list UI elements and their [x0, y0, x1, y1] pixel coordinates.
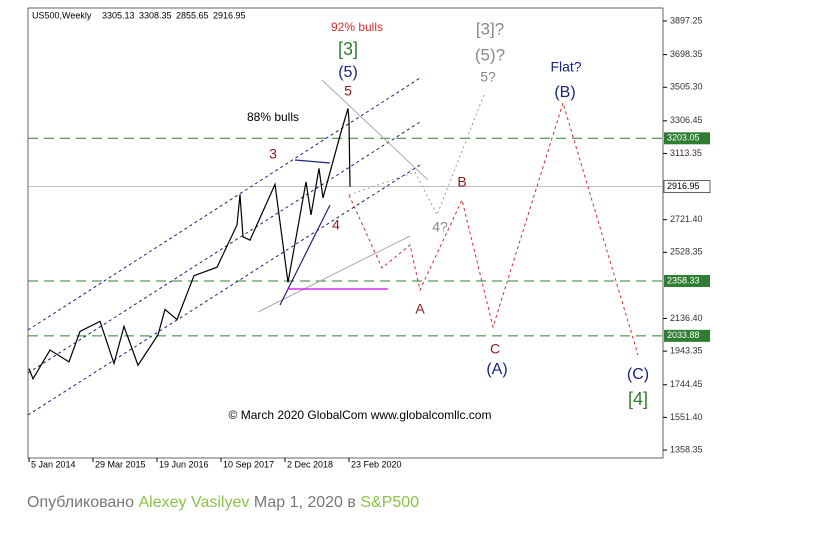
- wave-label: (B): [554, 84, 575, 101]
- wave-label: (A): [486, 361, 507, 378]
- y-tick-label: 3698.35: [670, 49, 703, 59]
- wave-label: 5: [344, 83, 352, 99]
- footer-prefix: Опубликовано: [27, 494, 135, 511]
- level-box: [664, 275, 710, 288]
- wave-label: 4: [332, 217, 340, 233]
- x-tick-label: 5 Jan 2014: [31, 459, 76, 469]
- y-tick-label: 1744.45: [670, 379, 703, 389]
- level-label: 3203.05: [667, 133, 700, 143]
- symbol-link[interactable]: S&P500: [360, 494, 420, 511]
- wave-label: 88% bulls: [247, 110, 299, 124]
- ohlc-value: 3308.35: [139, 10, 172, 20]
- x-tick-label: 10 Sep 2017: [223, 459, 274, 469]
- wave-label: B: [457, 174, 466, 190]
- trend-line: [294, 159, 331, 164]
- y-tick-label: 3505.30: [670, 82, 703, 92]
- ohlc-value: 2855.65: [176, 10, 209, 20]
- wave-label: 3: [269, 146, 277, 162]
- x-tick-label: 19 Jun 2016: [159, 459, 209, 469]
- y-tick-label: 3306.45: [670, 115, 703, 125]
- level-box: [664, 329, 710, 342]
- wave-label: [4]: [628, 389, 648, 409]
- last-price-box: [663, 180, 711, 193]
- wave-label: A: [415, 301, 425, 317]
- channel: [27, 164, 421, 416]
- y-tick-label: 1551.40: [670, 412, 703, 422]
- plot-frame: [27, 7, 664, 459]
- wave-label: 92% bulls: [331, 20, 383, 34]
- last-price-label: 2916.95: [667, 181, 700, 191]
- channel: [27, 121, 421, 374]
- x-tick-label: 2 Dec 2018: [287, 459, 333, 469]
- x-tick-label: 29 Mar 2015: [95, 459, 146, 469]
- x-tick-label: 23 Feb 2020: [351, 459, 402, 469]
- projection: [348, 101, 639, 356]
- channel: [27, 77, 421, 331]
- y-tick-label: 2136.40: [670, 313, 703, 323]
- ohlc-value: 3305.13: [102, 10, 135, 20]
- y-tick-label: 2528.35: [670, 247, 703, 257]
- trend-line: [279, 204, 331, 306]
- level-box: [664, 132, 710, 145]
- chart: US500,Weekly 3305.13 3308.35 2855.65 2916.9…: [27, 7, 711, 469]
- level-label: 2033.88: [667, 330, 700, 340]
- price-line: [28, 108, 351, 381]
- wave-label: 4?: [432, 219, 448, 235]
- wave-label: [3]?: [476, 19, 504, 38]
- y-tick-label: 3113.35: [670, 148, 702, 158]
- y-tick-label: 1943.35: [670, 346, 703, 356]
- footer-date: Мар 1, 2020 в: [253, 494, 356, 511]
- author[interactable]: Alexey Vasilyev: [138, 494, 250, 511]
- wave-label: (5)?: [475, 45, 505, 64]
- wave-label: 5?: [480, 69, 496, 85]
- wave-label: [3]: [338, 39, 358, 59]
- wave-label: C: [490, 341, 500, 357]
- projection-alt: [348, 91, 486, 217]
- symbol: US500,Weekly: [32, 10, 92, 20]
- y-tick-label: 1358.35: [670, 444, 703, 454]
- level-label: 2358.33: [667, 275, 700, 285]
- y-tick-label: 3897.25: [670, 15, 703, 25]
- watermark: © March 2020 GlobalCom www.globalcomllc.…: [229, 408, 492, 422]
- ohlc-value: 2916.95: [213, 10, 246, 20]
- footer: Опубликовано Alexey Vasilyev Мар 1, 2020…: [27, 494, 419, 512]
- y-tick-label: 2721.40: [670, 214, 703, 224]
- trend-line: [257, 235, 411, 313]
- wave-label: (5): [338, 64, 358, 81]
- wave-label: Flat?: [550, 59, 581, 75]
- wave-label: (C): [627, 366, 649, 383]
- trend-line: [321, 79, 429, 181]
